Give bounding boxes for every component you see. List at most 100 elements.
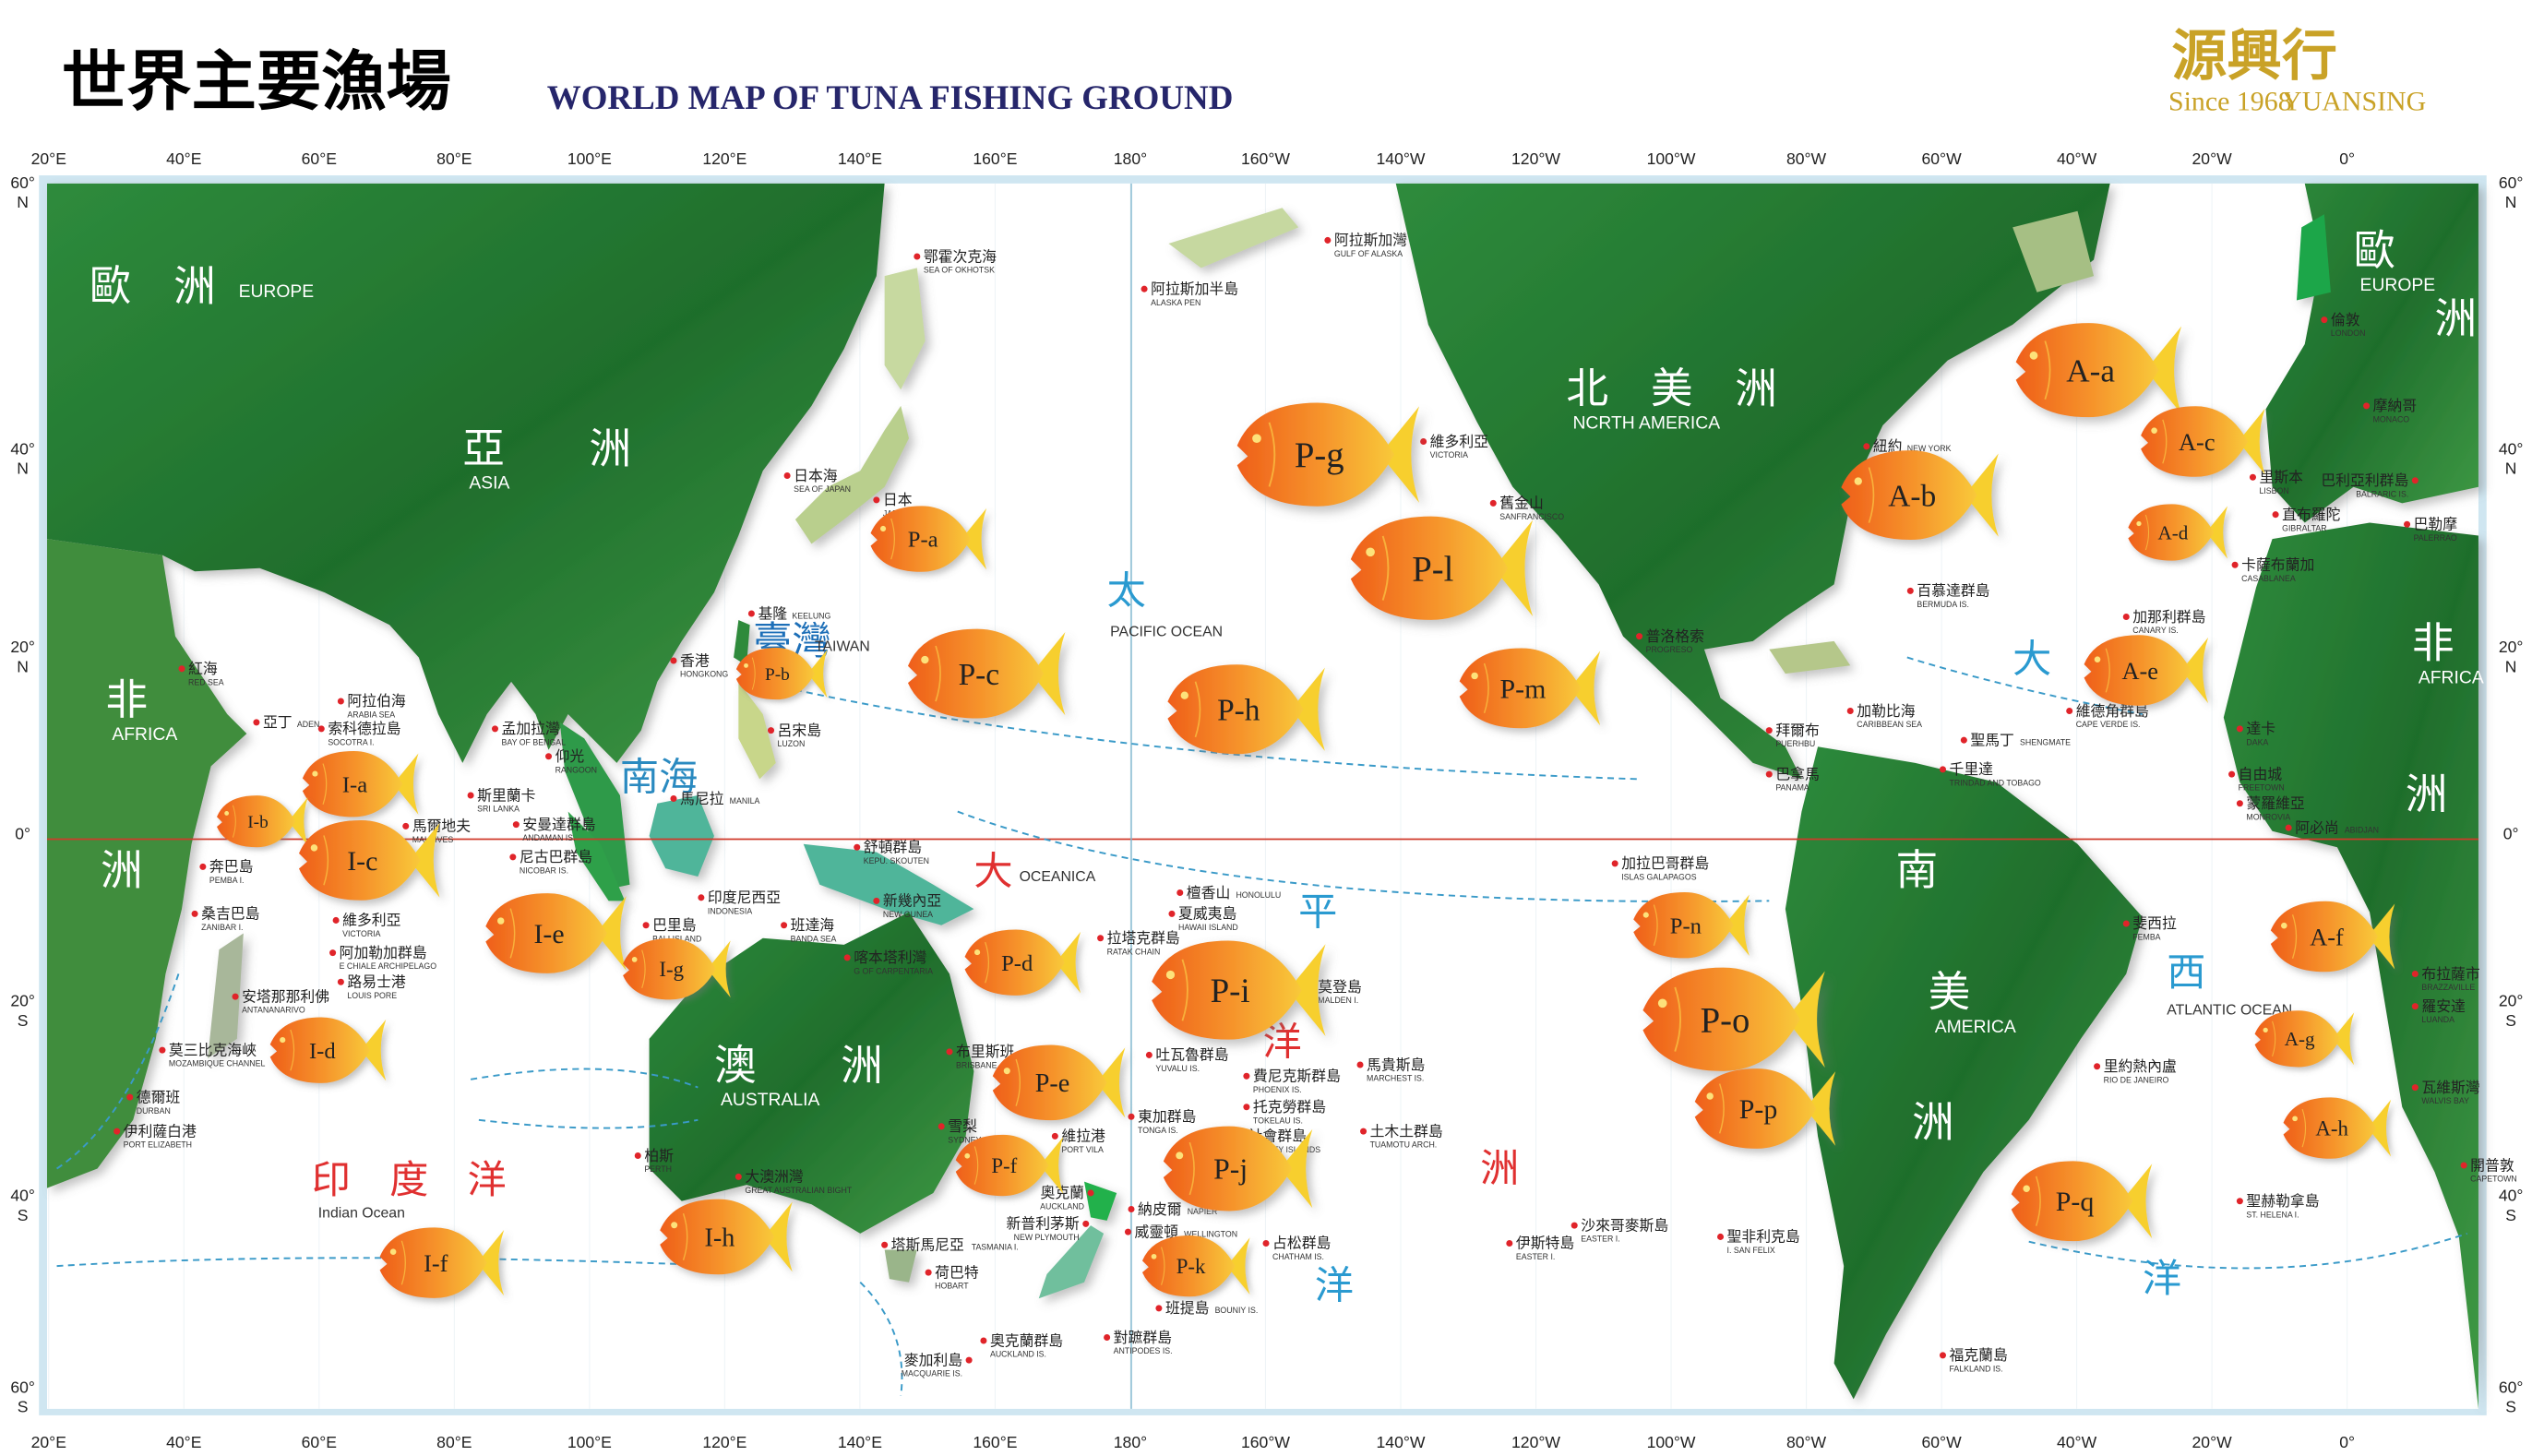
fish-tail-icon (707, 940, 731, 998)
fishing-ground-p-f[interactable]: P-f (955, 1134, 1064, 1197)
fishing-ground-p-o[interactable]: P-o (1642, 967, 1825, 1071)
latitude-hemisphere: S (2505, 1011, 2516, 1030)
fish-gill-icon (1161, 1247, 1165, 1285)
latitude-hemisphere: N (2505, 459, 2517, 478)
fish-gill-icon (751, 657, 756, 690)
place-name-english: NEW GUNEA (883, 910, 933, 919)
fishing-ground-a-d[interactable]: A-d (2128, 504, 2228, 561)
longitude-label-top: 60°E (302, 149, 337, 168)
fishing-ground-a-h[interactable]: A-h (2283, 1097, 2392, 1159)
fish-body-icon (1459, 648, 1582, 729)
fishing-ground-p-c[interactable]: P-c (907, 628, 1066, 719)
fishing-ground-p-i[interactable]: P-i (1152, 940, 1326, 1040)
fishing-ground-i-f[interactable]: I-f (379, 1227, 505, 1298)
fishing-ground-a-a[interactable]: A-a (2015, 323, 2182, 418)
fishing-ground-p-d[interactable]: P-d (964, 929, 1081, 996)
place-name: 千里達 (1950, 760, 1994, 778)
fishing-ground-a-c[interactable]: A-c (2141, 406, 2265, 477)
fishing-ground-p-a[interactable]: P-a (870, 506, 987, 572)
place-marker: 聖馬丁 SHENGMATE (1960, 731, 2071, 748)
fishing-ground-p-l[interactable]: P-l (1350, 516, 1534, 620)
fish-tail-icon (288, 797, 308, 846)
place-name: 奧克蘭群島 (990, 1331, 1063, 1349)
longitude-label-bottom: 100°W (1647, 1433, 1696, 1451)
fishing-ground-label: P-j (1213, 1153, 1248, 1186)
fishing-ground-p-b[interactable]: P-b (735, 648, 828, 700)
latitude-hemisphere: S (2505, 1397, 2516, 1415)
location-dot-icon (1863, 443, 1870, 450)
fishing-ground-label: P-o (1701, 1001, 1750, 1040)
fish-gill-icon (1181, 959, 1188, 1021)
place-name-english: TASMANIA I. (972, 1243, 1019, 1252)
latitude-label: 0° (2503, 824, 2519, 842)
ocean-name: 平 (1298, 889, 1337, 935)
place-marker: 亞丁 ADEN (253, 713, 319, 731)
location-dot-icon (747, 610, 755, 617)
fish-eye-icon (1151, 1253, 1157, 1259)
place-name: 里約熱內盧 (2104, 1057, 2177, 1075)
location-dot-icon (1324, 236, 1332, 244)
place-name: 阿拉伯海 (347, 692, 405, 710)
fishing-ground-i-a[interactable]: I-a (302, 750, 419, 818)
location-dot-icon (1176, 889, 1184, 897)
place-name: 鄂霍次克海 (924, 247, 997, 265)
fishing-ground-i-h[interactable]: I-h (660, 1199, 793, 1275)
place-name: 維德角群島 (2076, 702, 2149, 720)
location-dot-icon (2066, 708, 2073, 715)
fishing-ground-a-f[interactable]: A-f (2270, 901, 2395, 973)
fishing-ground-p-q[interactable]: P-q (2011, 1161, 2153, 1242)
land-borneo (649, 794, 714, 877)
place-name: 大澳洲灣 (745, 1168, 803, 1186)
region-name-english: AUSTRALIA (721, 1090, 820, 1110)
fishing-ground-a-g[interactable]: A-g (2254, 1010, 2355, 1068)
location-dot-icon (1168, 910, 1176, 917)
place-name: 威靈頓 (1135, 1223, 1179, 1240)
fish-body-icon (2015, 323, 2159, 418)
fishing-ground-p-g[interactable]: P-g (1236, 402, 1420, 507)
fishing-ground-p-m[interactable]: P-m (1459, 648, 1601, 729)
fishing-ground-i-g[interactable]: I-g (623, 938, 731, 1000)
fishing-ground-p-p[interactable]: P-p (1694, 1068, 1836, 1149)
fishing-ground-i-c[interactable]: I-c (299, 819, 440, 901)
place-name-english: ANTIPODES IS. (1114, 1346, 1173, 1355)
fish-body-icon (216, 795, 296, 848)
fishing-ground-a-b[interactable]: A-b (1841, 450, 1999, 541)
fishing-ground-i-d[interactable]: I-d (269, 1017, 387, 1083)
longitude-label-bottom: 140°W (1377, 1433, 1426, 1451)
fishing-ground-a-e[interactable]: A-e (2084, 635, 2209, 706)
land-south-america (1785, 746, 2143, 1400)
fishing-ground-p-h[interactable]: P-h (1167, 664, 1325, 755)
place-name-english: PEMBA I. (209, 876, 245, 885)
fishing-ground-p-n[interactable]: P-n (1633, 892, 1750, 959)
fishing-ground-label: P-g (1295, 436, 1344, 475)
longitude-label-bottom: 80°W (1786, 1433, 1827, 1451)
fish-body-icon (1236, 402, 1394, 507)
fishing-ground-p-k[interactable]: P-k (1141, 1235, 1250, 1297)
region-name-english: EUROPE (239, 281, 315, 302)
fishing-ground-i-e[interactable]: I-e (485, 893, 627, 973)
location-dot-icon (2411, 1084, 2419, 1092)
fishing-ground-i-b[interactable]: I-b (216, 795, 308, 848)
place-name: 班提島 (1165, 1299, 1210, 1317)
longitude-label-top: 100°W (1647, 149, 1696, 168)
fishing-ground-p-e[interactable]: P-e (992, 1044, 1126, 1121)
fish-tail-icon (595, 896, 627, 971)
longitude-label-top: 120°E (702, 149, 746, 168)
place-marker: 阿必尚 ABIDJAN (2285, 818, 2379, 836)
title-chinese: 世界主要漁場 (62, 43, 451, 120)
fishing-ground-p-j[interactable]: P-j (1163, 1126, 1313, 1211)
location-dot-icon (873, 897, 880, 904)
longitude-label-bottom: 120°E (702, 1433, 746, 1451)
location-dot-icon (2122, 613, 2130, 621)
location-dot-icon (178, 665, 185, 673)
location-dot-icon (232, 993, 239, 1000)
fish-body-icon (1350, 516, 1509, 620)
